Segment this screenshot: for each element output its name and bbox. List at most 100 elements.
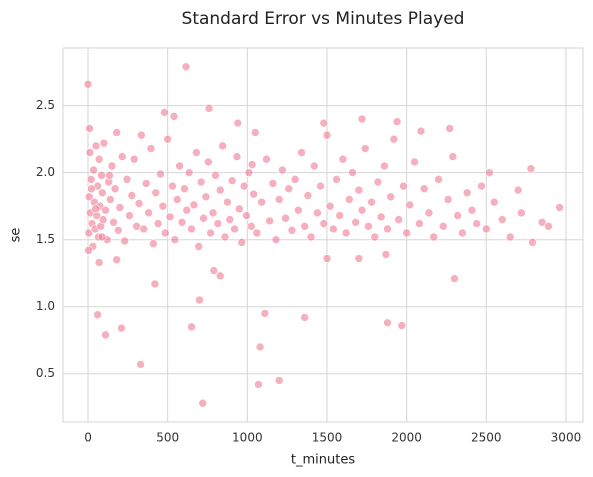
point	[83, 79, 93, 89]
point	[329, 224, 338, 234]
point	[199, 213, 208, 223]
y-tick-label: 1.0	[36, 299, 55, 313]
point	[160, 108, 169, 117]
point	[303, 191, 313, 200]
point	[383, 318, 392, 328]
point	[172, 195, 182, 204]
point	[146, 144, 156, 153]
point	[278, 165, 287, 175]
point	[134, 199, 144, 208]
point	[416, 126, 426, 136]
point	[85, 124, 94, 133]
point	[113, 226, 123, 235]
point	[115, 203, 125, 212]
point	[203, 157, 213, 167]
point	[505, 232, 515, 242]
plot-frame	[62, 47, 584, 423]
point	[153, 219, 163, 228]
point	[151, 188, 161, 198]
point	[410, 157, 419, 167]
point	[322, 254, 332, 263]
point	[419, 184, 429, 194]
point	[405, 200, 415, 210]
point	[97, 232, 107, 242]
point	[105, 171, 114, 180]
point	[170, 235, 180, 244]
y-axis-label: se	[9, 228, 24, 243]
point	[187, 224, 196, 234]
point	[450, 274, 459, 283]
point	[389, 134, 399, 144]
point	[247, 221, 256, 231]
point	[215, 271, 225, 281]
point	[98, 188, 107, 198]
point	[402, 228, 411, 238]
point	[481, 224, 491, 234]
point	[438, 221, 448, 231]
point	[284, 184, 294, 194]
point	[230, 224, 239, 234]
point	[255, 342, 265, 352]
point	[325, 201, 335, 211]
y-tick-label: 2.0	[36, 165, 55, 179]
point	[120, 236, 129, 246]
point	[122, 175, 132, 184]
point	[370, 232, 380, 242]
point	[392, 117, 402, 127]
point	[458, 228, 467, 238]
point	[319, 219, 329, 228]
point	[132, 221, 141, 231]
point	[424, 208, 434, 218]
point	[338, 154, 348, 164]
point	[394, 215, 403, 224]
point	[180, 184, 189, 194]
point	[380, 161, 389, 171]
point	[209, 266, 219, 275]
point	[477, 181, 486, 191]
point	[223, 197, 232, 207]
point	[485, 168, 494, 177]
point	[129, 154, 139, 164]
point	[300, 221, 309, 231]
point	[101, 330, 110, 340]
point	[235, 204, 244, 214]
point	[227, 176, 237, 186]
point	[208, 208, 218, 218]
point	[260, 309, 270, 318]
point	[297, 148, 306, 157]
point	[101, 205, 110, 215]
point	[364, 221, 373, 231]
x-axis-label: t_minutes	[291, 453, 355, 468]
point	[489, 197, 499, 207]
point	[201, 192, 211, 202]
point	[204, 104, 214, 113]
point	[257, 197, 266, 207]
point	[184, 168, 194, 177]
point	[357, 205, 367, 215]
point	[247, 160, 257, 169]
point	[110, 184, 120, 194]
point	[94, 258, 104, 267]
point	[262, 154, 271, 164]
point	[112, 128, 121, 137]
point	[281, 213, 290, 223]
point	[86, 175, 96, 184]
y-tick-label: 1.5	[36, 232, 55, 246]
point	[150, 279, 160, 289]
point	[354, 185, 364, 195]
point	[94, 154, 104, 164]
point	[192, 148, 201, 157]
point	[163, 134, 172, 144]
point	[254, 380, 263, 389]
point	[109, 217, 118, 227]
point	[544, 221, 553, 231]
point	[376, 212, 386, 222]
point	[497, 215, 507, 224]
point	[187, 322, 196, 332]
point	[249, 189, 258, 199]
point	[139, 224, 149, 234]
point	[168, 181, 177, 191]
point	[198, 398, 208, 408]
point	[206, 228, 215, 238]
point	[244, 168, 254, 177]
